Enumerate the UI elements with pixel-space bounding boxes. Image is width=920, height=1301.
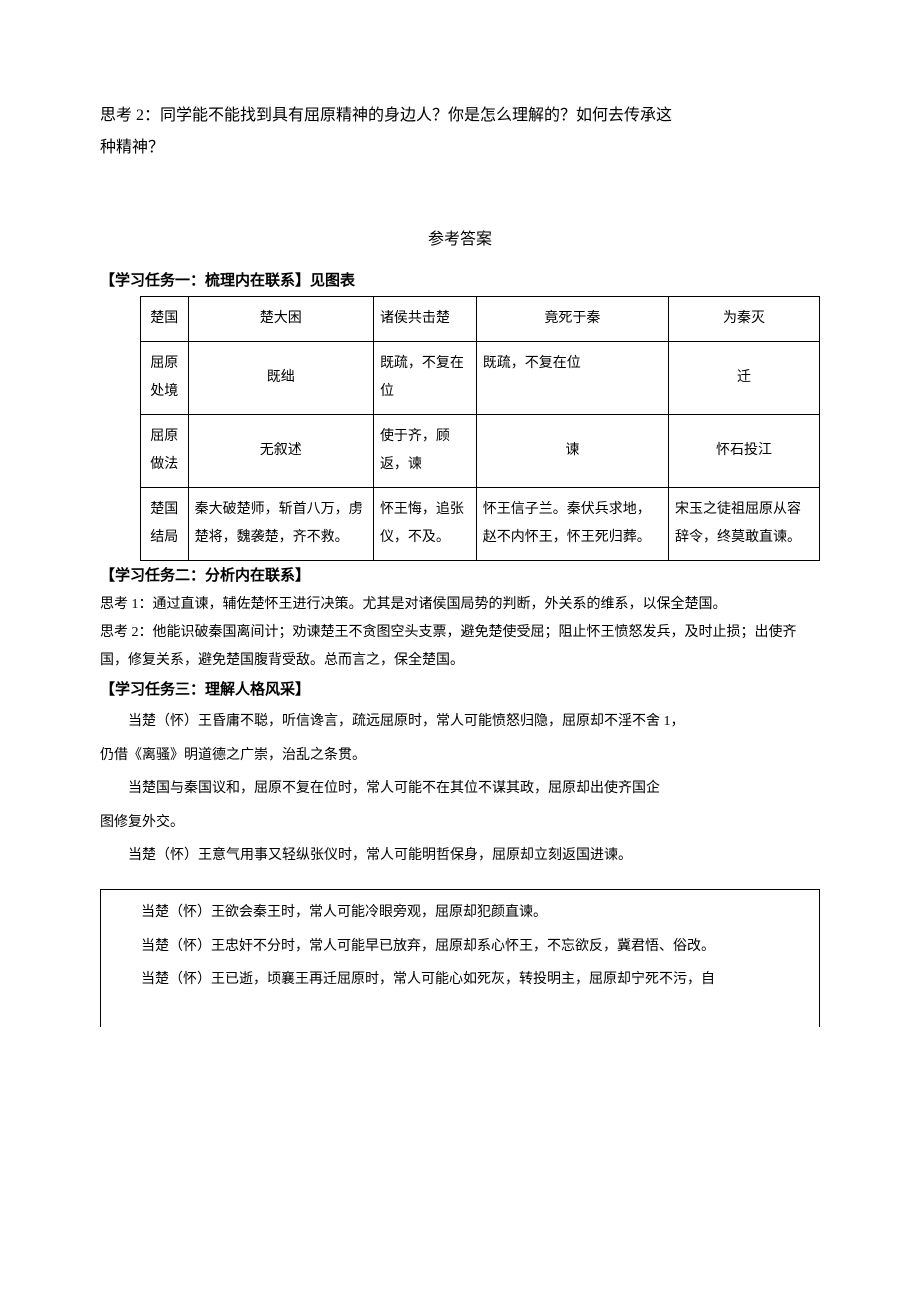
question-line2: 种精神？ <box>100 139 164 156</box>
table-row: 楚国结局 秦大破楚师，斩首八万，虏楚将，魏袭楚，齐不救。 怀王悔，追张仪，不及。… <box>141 488 820 561</box>
task3-p2: 当楚国与秦国议和，屈原不复在位时，常人可能不在其位不谋其政，屈原却出使齐国企 <box>100 772 820 806</box>
cell: 屈原做法 <box>141 415 189 488</box>
cell: 怀石投江 <box>668 415 819 488</box>
task3-p5: 当楚（怀）王忠奸不分时，常人可能早已放弃，屈原却系心怀王，不忘欲反，冀君悟、俗改… <box>113 930 807 964</box>
cell: 怀王信子兰。秦伏兵求地，赵不内怀王，怀王死归葬。 <box>476 488 668 561</box>
cell: 既疏，不复在位 <box>476 342 668 415</box>
task2-p2: 思考 2：他能识破秦国离间计；劝谏楚王不贪图空头支票，避免楚使受屈；阻止怀王愤怒… <box>100 619 820 675</box>
table-row: 屈原处境 既绌 既疏，不复在位 既疏，不复在位 迁 <box>141 342 820 415</box>
task3-p2b: 图修复外交。 <box>100 806 820 840</box>
cell: 屈原处境 <box>141 342 189 415</box>
answer-heading: 参考答案 <box>100 224 820 256</box>
cell: 楚大困 <box>188 297 373 342</box>
cell: 既绌 <box>188 342 373 415</box>
task3-p6: 当楚（怀）王已逝，顷襄王再迁屈原时，常人可能心如死灰，转投明主，屈原却宁死不污，… <box>113 963 807 997</box>
cell: 既疏，不复在位 <box>373 342 476 415</box>
cell: 为秦灭 <box>668 297 819 342</box>
cell: 秦大破楚师，斩首八万，虏楚将，魏袭楚，齐不救。 <box>188 488 373 561</box>
cell: 迁 <box>668 342 819 415</box>
cell: 诸侯共击楚 <box>373 297 476 342</box>
cell: 怀王悔，追张仪，不及。 <box>373 488 476 561</box>
cell: 谏 <box>476 415 668 488</box>
task3-header: 【学习任务三：理解人格风采】 <box>100 675 820 705</box>
cell: 宋玉之徒祖屈原从容辞令，终莫敢直谏。 <box>668 488 819 561</box>
table-row: 楚国 楚大困 诸侯共击楚 竟死于秦 为秦灭 <box>141 297 820 342</box>
task2-p1: 思考 1：通过直谏，辅佐楚怀王进行决策。尤其是对诸侯国局势的判断，外关系的维系，… <box>100 591 820 619</box>
task3-p1b: 仍借《离骚》明道德之广崇，治乱之条贯。 <box>100 739 820 773</box>
boxed-section: 当楚（怀）王欲会秦王时，常人可能冷眼旁观，屈原却犯颜直谏。 当楚（怀）王忠奸不分… <box>100 889 820 1027</box>
task3-p1: 当楚（怀）王昏庸不聪，听信谗言，疏远屈原时，常人可能愤怒归隐，屈原却不淫不舍 1… <box>100 705 820 739</box>
task3-p3: 当楚（怀）王意气用事又轻纵张仪时，常人可能明哲保身，屈原却立刻返国进谏。 <box>100 839 820 873</box>
task3-p4: 当楚（怀）王欲会秦王时，常人可能冷眼旁观，屈原却犯颜直谏。 <box>113 896 807 930</box>
cell: 楚国 <box>141 297 189 342</box>
question-text: 思考 2：同学能不能找到具有屈原精神的身边人？你是怎么理解的？如何去传承这 种精… <box>100 100 820 164</box>
question-line1: 思考 2：同学能不能找到具有屈原精神的身边人？你是怎么理解的？如何去传承这 <box>100 107 672 124</box>
cell: 使于齐，顾返，谏 <box>373 415 476 488</box>
task2-header: 【学习任务二：分析内在联系】 <box>100 561 820 591</box>
task1-header: 【学习任务一：梳理内在联系】见图表 <box>100 266 820 296</box>
cell: 竟死于秦 <box>476 297 668 342</box>
task1-table: 楚国 楚大困 诸侯共击楚 竟死于秦 为秦灭 屈原处境 既绌 既疏，不复在位 既疏… <box>140 296 820 561</box>
cell: 无叙述 <box>188 415 373 488</box>
table-row: 屈原做法 无叙述 使于齐，顾返，谏 谏 怀石投江 <box>141 415 820 488</box>
cell: 楚国结局 <box>141 488 189 561</box>
